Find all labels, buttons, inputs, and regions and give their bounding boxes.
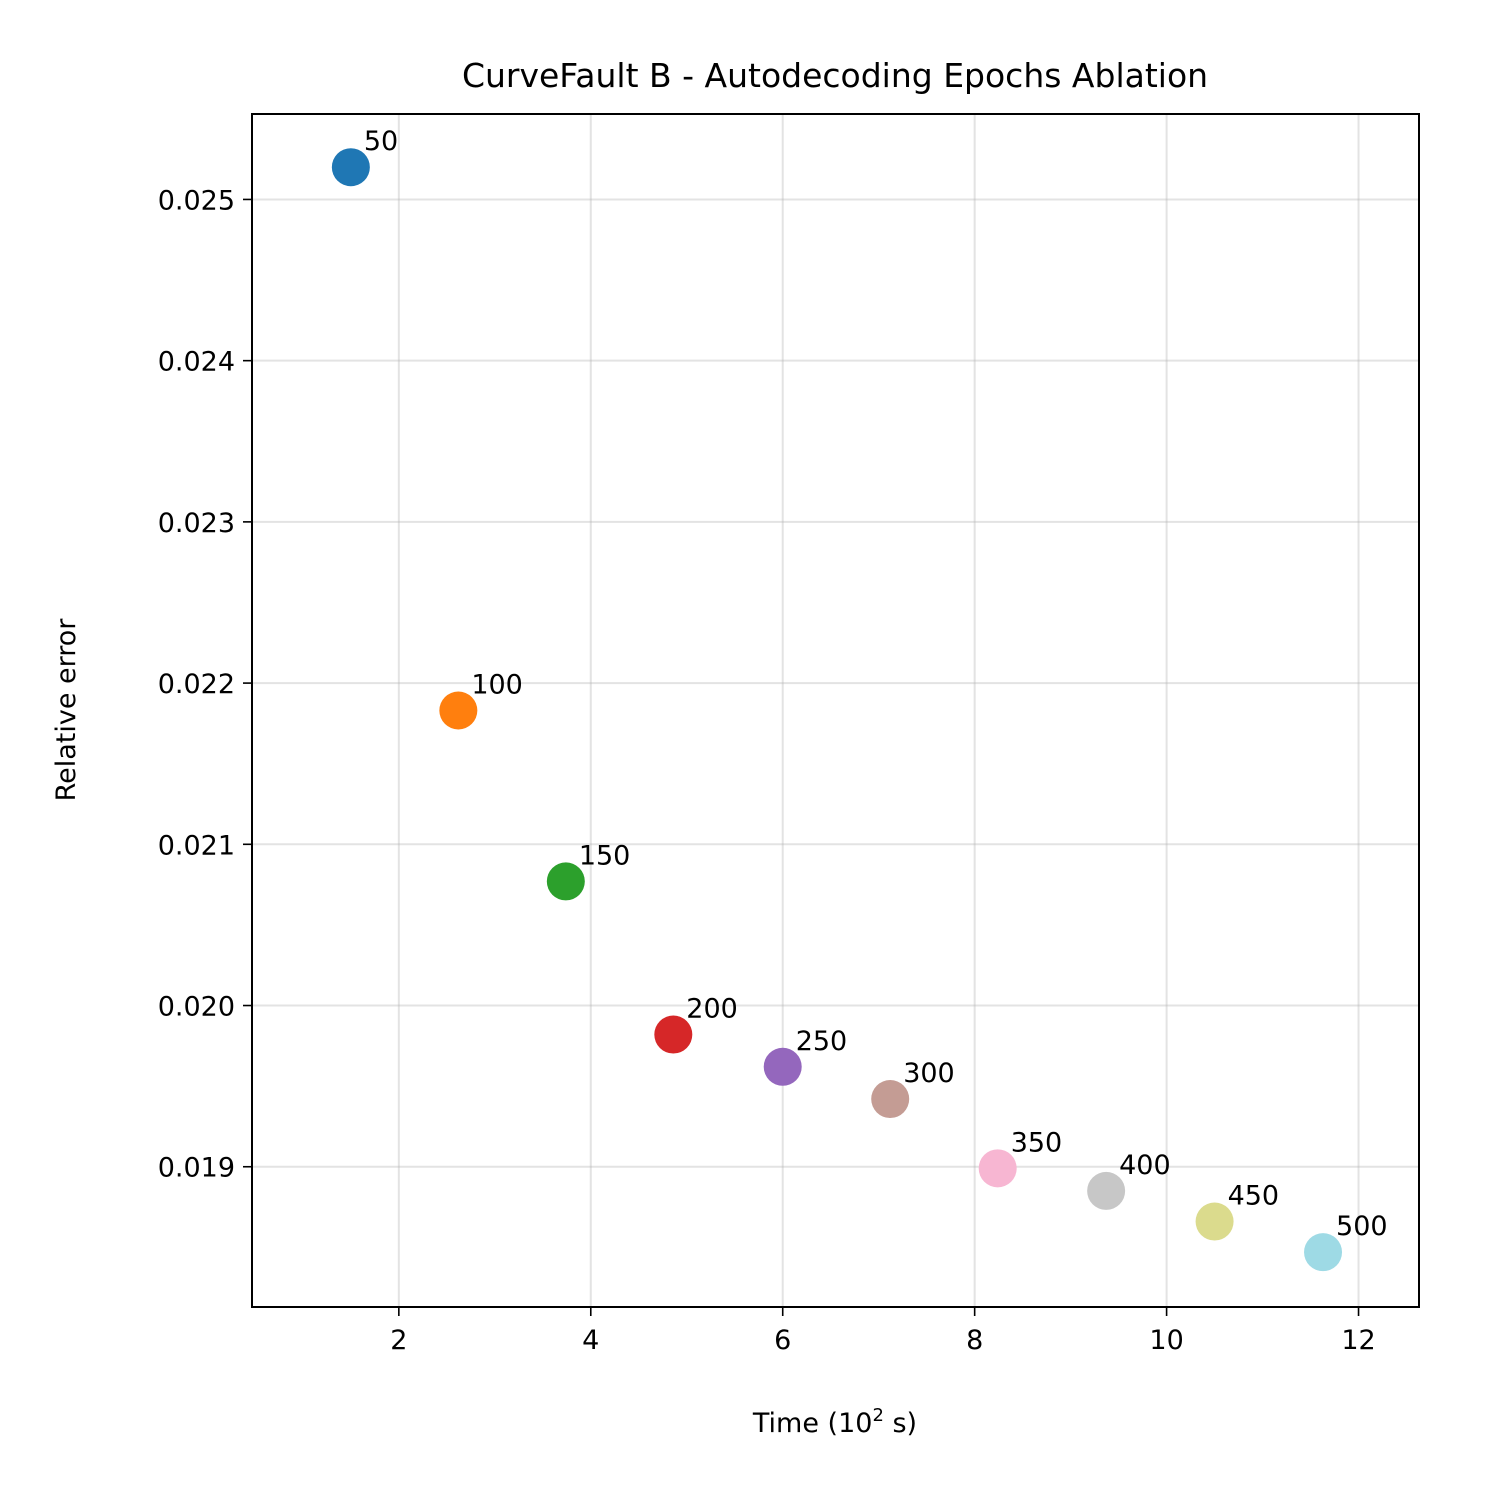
data-point-150 — [546, 862, 585, 901]
data-point-350 — [978, 1149, 1017, 1188]
x-axis-label-superscript: 2 — [872, 1405, 883, 1426]
data-label-350: 350 — [1011, 1127, 1063, 1158]
y-tick-label: 0.019 — [158, 1153, 235, 1184]
data-label-450: 450 — [1228, 1181, 1280, 1212]
data-point-100 — [439, 691, 478, 730]
axis-ticks: 2 4 6 8 10 12 0.019 0.020 0.021 0.022 0.023 0.024 0.… — [158, 185, 1376, 1356]
data-point-50 — [331, 148, 370, 187]
chart-title: CurveFault B - Autodecoding Epochs Ablat… — [462, 56, 1208, 95]
data-point-300 — [871, 1080, 910, 1119]
x-tick-label: 2 — [390, 1325, 407, 1356]
data-label-200: 200 — [686, 994, 738, 1025]
y-tick-label: 0.025 — [158, 185, 235, 216]
x-axis-label: Time (102 s) — [752, 1405, 917, 1439]
data-label-250: 250 — [796, 1026, 848, 1057]
x-axis-label-tail: s) — [884, 1408, 917, 1439]
y-tick-label: 0.020 — [158, 992, 235, 1023]
y-tick-label: 0.021 — [158, 830, 235, 861]
x-tick-label: 10 — [1149, 1325, 1183, 1356]
x-tick-label: 12 — [1341, 1325, 1375, 1356]
data-points: 50 100 150 200 250 300 350 400 450 500 — [331, 126, 1388, 1272]
data-label-100: 100 — [471, 670, 523, 701]
data-label-500: 500 — [1336, 1211, 1388, 1242]
y-tick-label: 0.024 — [158, 347, 235, 378]
y-axis-label: Relative error — [51, 618, 82, 802]
data-point-450 — [1195, 1202, 1234, 1241]
x-axis-label-main: Time (10 — [752, 1408, 873, 1439]
data-label-150: 150 — [579, 840, 631, 871]
data-label-50: 50 — [364, 126, 398, 157]
data-point-200 — [654, 1015, 693, 1054]
data-point-400 — [1087, 1171, 1126, 1210]
x-tick-label: 4 — [582, 1325, 599, 1356]
grid — [252, 114, 1419, 1307]
data-label-400: 400 — [1119, 1150, 1171, 1181]
y-tick-label: 0.022 — [158, 669, 235, 700]
plot-frame — [251, 113, 1420, 1308]
data-point-500 — [1304, 1233, 1343, 1272]
x-tick-label: 8 — [966, 1325, 983, 1356]
data-point-250 — [763, 1047, 802, 1086]
y-tick-label: 0.023 — [158, 508, 235, 539]
x-tick-label: 6 — [774, 1325, 791, 1356]
data-label-300: 300 — [903, 1058, 955, 1089]
